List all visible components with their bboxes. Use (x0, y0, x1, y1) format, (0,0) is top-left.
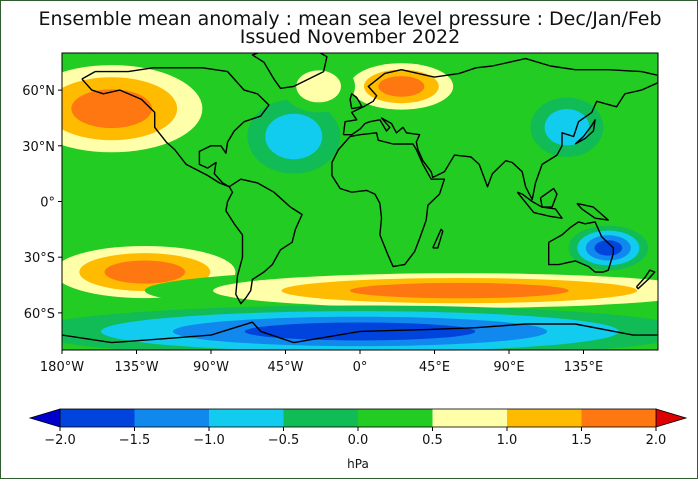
coast-japan (574, 119, 596, 145)
lon-tick-label: 45°W (268, 360, 304, 375)
anomaly-north-atlantic-high (282, 60, 356, 113)
figure-subtitle: Issued November 2022 (239, 26, 461, 48)
lat-tick-label: 60°N (22, 84, 55, 99)
colorbar-extend-low (28, 408, 61, 428)
colorbar-bin (581, 409, 656, 427)
coast-greenland (251, 53, 328, 89)
anomaly-north-atlantic-low (247, 99, 341, 174)
lat-tick-label: 30°N (22, 140, 55, 155)
lon-tick-label: 90°E (493, 360, 524, 375)
coast-antarctica (62, 321, 658, 344)
colorbar-extend-high (655, 408, 688, 428)
colorbar-tick-label: −1.0 (193, 433, 225, 448)
colorbar-bin (134, 409, 209, 427)
colorbar-tick-label: −0.5 (268, 433, 300, 448)
coastlines (62, 53, 658, 344)
anomaly-antarctic-low (62, 305, 658, 350)
colorbar-tick-label: 2.0 (646, 433, 667, 448)
coast-south-america (225, 178, 303, 305)
coast-borneo (539, 187, 558, 208)
colorbar-bin (209, 409, 284, 427)
anomaly-southern-ocean-ridge (144, 268, 658, 313)
coast-new-guinea (576, 202, 609, 221)
lon-tick-label: 45°E (419, 360, 450, 375)
coast-africa (331, 132, 446, 268)
colorbar-tick-label: 0.0 (348, 433, 369, 448)
figure-title: Ensemble mean anomaly : mean sea level p… (38, 8, 662, 30)
lat-tick-label: 60°S (24, 307, 55, 322)
lat-tick-label: 0° (40, 196, 55, 211)
coast-north-america (81, 67, 270, 188)
lon-tick-label: 90°W (193, 360, 229, 375)
colorbar-tick-label: 1.5 (571, 433, 592, 448)
coast-eurasia (342, 57, 658, 201)
colorbar-tick-label: −2.0 (44, 433, 76, 448)
colorbar-bin (60, 409, 135, 427)
coast-uk (349, 93, 363, 110)
lon-tick-label: 0° (353, 360, 368, 375)
lat-tick-label: 30°S (24, 251, 55, 266)
anomaly-australia-low (568, 225, 649, 271)
coast-australia (548, 221, 614, 273)
colorbar-bin (358, 409, 433, 427)
coast-madagascar (432, 228, 444, 249)
lon-tick-label: 180°W (40, 360, 84, 375)
lon-tick-label: 135°W (114, 360, 158, 375)
colorbar-bin (283, 409, 358, 427)
colorbar-unit-label: hPa (347, 457, 369, 471)
coast-new-zealand (635, 269, 656, 290)
coast-indonesia (516, 191, 563, 219)
colorbar-tick-label: −1.5 (119, 433, 151, 448)
anomaly-europe-high (335, 56, 468, 117)
lon-tick-label: 135°E (564, 360, 604, 375)
anomaly-north-pacific-high (62, 53, 228, 165)
colorbar-bin (432, 409, 507, 427)
colorbar-tick-label: 1.0 (497, 433, 518, 448)
colorbar-bin (507, 409, 582, 427)
colorbar-tick-label: 0.5 (422, 433, 443, 448)
anomaly-east-asia-low (530, 97, 604, 157)
